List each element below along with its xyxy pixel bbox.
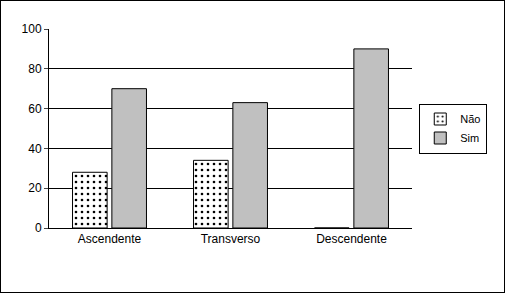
svg-text:Transverso: Transverso (201, 232, 261, 246)
svg-text:100: 100 (22, 22, 42, 36)
svg-text:0: 0 (35, 221, 42, 235)
svg-text:Ascendente: Ascendente (78, 232, 142, 246)
svg-text:Não: Não (460, 113, 480, 125)
svg-text:80: 80 (28, 62, 42, 76)
svg-text:Descendente: Descendente (316, 232, 387, 246)
svg-text:40: 40 (28, 142, 42, 156)
svg-text:Sim: Sim (460, 132, 479, 144)
svg-text:60: 60 (28, 102, 42, 116)
svg-text:20: 20 (28, 181, 42, 195)
